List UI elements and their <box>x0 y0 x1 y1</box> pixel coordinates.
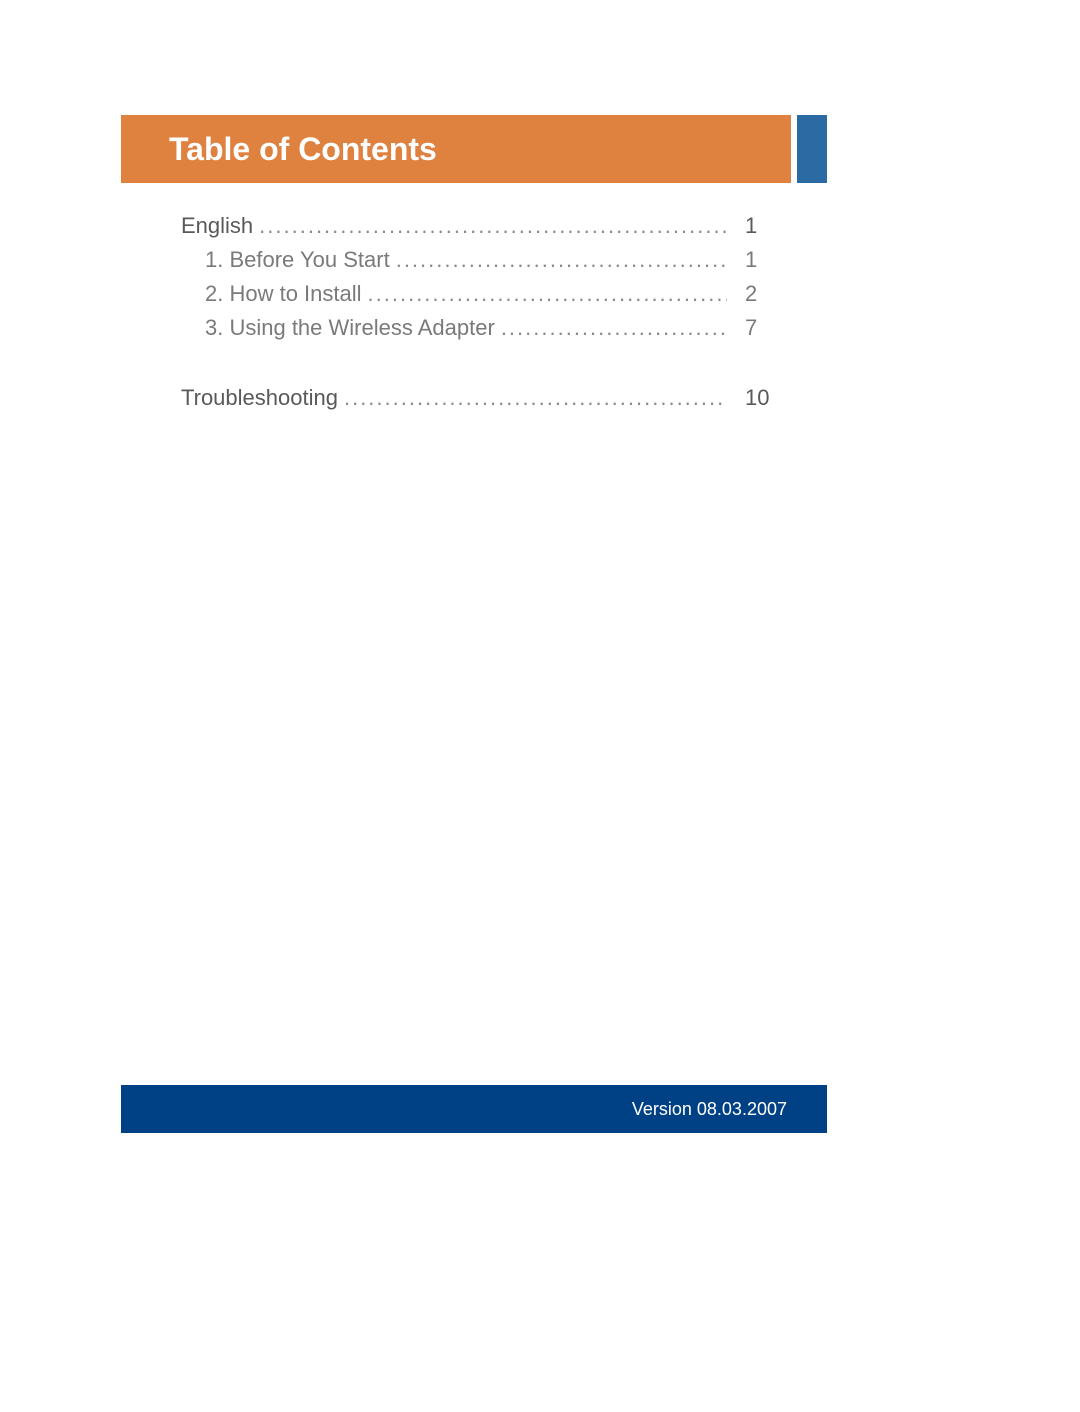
footer-bar: Version 08.03.2007 <box>121 1085 827 1133</box>
toc-item-using-wireless-adapter: 3. Using the Wireless Adapter ..........… <box>181 315 757 341</box>
page-container: Table of Contents English ..............… <box>121 115 827 419</box>
toc-dots: ........................................… <box>362 281 727 307</box>
toc-dots: ........................................… <box>253 213 727 239</box>
toc-dots: ........................................… <box>390 247 727 273</box>
header-orange-panel: Table of Contents <box>121 115 791 183</box>
toc-section-english: English ................................… <box>181 213 757 239</box>
footer-version-text: Version 08.03.2007 <box>632 1099 787 1120</box>
toc-item-label: 3. Using the Wireless Adapter <box>205 315 495 341</box>
toc-item-label: 2. How to Install <box>205 281 362 307</box>
toc-item-page: 7 <box>727 315 757 341</box>
toc-item-before-you-start: 1. Before You Start ....................… <box>181 247 757 273</box>
toc-dots: ........................................… <box>338 385 727 411</box>
toc-section-page: 1 <box>727 213 757 239</box>
toc-item-page: 2 <box>727 281 757 307</box>
header-blue-accent <box>797 115 827 183</box>
toc-dots: ........................................… <box>495 315 727 341</box>
toc-item-label: 1. Before You Start <box>205 247 390 273</box>
page-title: Table of Contents <box>169 131 437 168</box>
toc-body: English ................................… <box>121 183 757 411</box>
toc-section-page: 10 <box>727 385 757 411</box>
toc-item-how-to-install: 2. How to Install ......................… <box>181 281 757 307</box>
toc-item-page: 1 <box>727 247 757 273</box>
header-bar: Table of Contents <box>121 115 827 183</box>
toc-section-troubleshooting: Troubleshooting ........................… <box>181 385 757 411</box>
toc-section-label: Troubleshooting <box>181 385 338 411</box>
toc-spacer <box>181 349 757 379</box>
toc-section-label: English <box>181 213 253 239</box>
